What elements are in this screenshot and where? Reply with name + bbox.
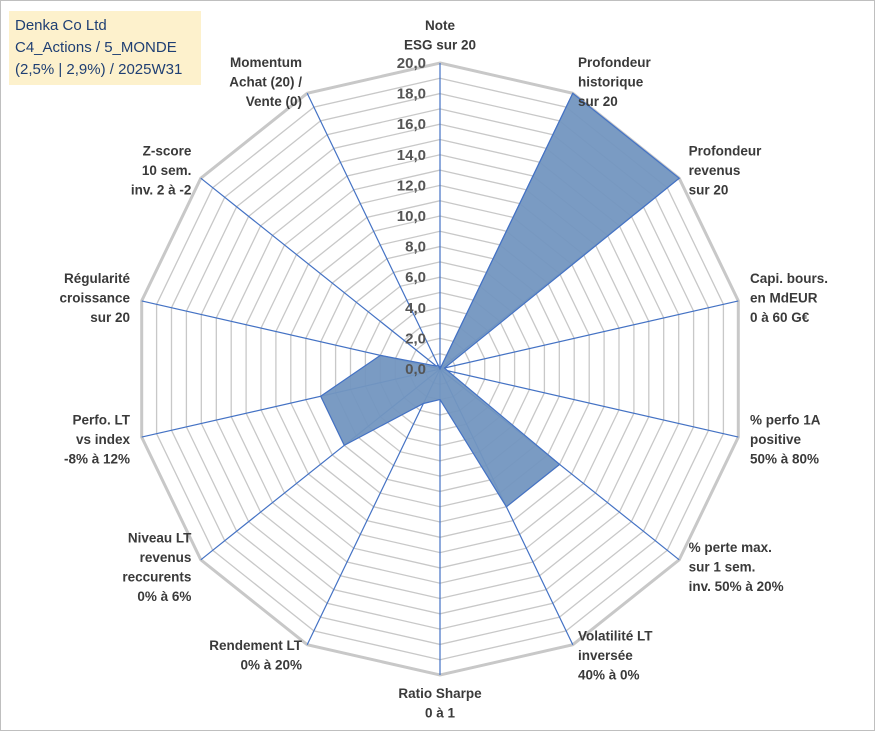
axis-label-line: revenus	[140, 550, 192, 565]
axis-label-line: % perte max.	[689, 540, 772, 555]
axis-label-line: revenus	[689, 163, 741, 178]
axis-label-line: Ratio Sharpe	[398, 686, 482, 701]
axis-label-line: 0 à 60 G€	[750, 310, 810, 325]
axis-spoke	[439, 300, 739, 370]
axis-label-line: sur 20	[689, 183, 729, 198]
tick-label: 8,0	[405, 239, 426, 256]
axis-label-line: sur 20	[90, 310, 130, 325]
axis-label-line: positive	[750, 432, 802, 447]
axis-label-line: vs index	[76, 432, 131, 447]
axis-spoke	[306, 93, 441, 370]
tick-label: 20,0	[397, 55, 426, 72]
axis-spoke	[306, 368, 441, 645]
axis-label: Volatilité LT inversée 40% à 0%	[578, 628, 653, 682]
series-area	[319, 92, 681, 508]
axis-label-line: historique	[578, 75, 644, 90]
axis-label-line: Momentum	[230, 55, 302, 70]
axis-label-line: Achat (20) /	[229, 75, 302, 90]
axis-label-line: Z-score	[143, 144, 192, 159]
axis-label: Profondeur revenus sur 20	[689, 144, 762, 198]
axis-label-line: Perfo. LT	[72, 413, 130, 428]
title-line-params: (2,5% | 2,9%) / 2025W31	[15, 61, 183, 78]
axis-label: % perte max. sur 1 sem. inv. 50% à 20%	[689, 540, 784, 594]
axis-label: Rendement LT 0% à 20%	[209, 638, 303, 673]
axis-label-line: reccurents	[122, 569, 191, 584]
axis-label: Profondeur historique sur 20	[578, 55, 651, 109]
tick-label: 14,0	[397, 147, 426, 164]
axis-spoke	[439, 368, 739, 438]
axis-label-line: inversée	[578, 648, 633, 663]
radar-series	[319, 92, 681, 508]
axis-label-line: Régularité	[64, 271, 131, 286]
axis-label-line: sur 1 sem.	[689, 560, 756, 575]
title-line-category: C4_Actions / 5_MONDE	[15, 39, 177, 56]
axis-label-line: 50% à 80%	[750, 452, 819, 467]
axis-label-line: 0% à 20%	[240, 658, 302, 673]
axis-label-line: 10 sem.	[142, 163, 192, 178]
axis-spoke	[200, 177, 441, 370]
axis-label-line: inv. 2 à -2	[131, 183, 192, 198]
axis-label-line: Niveau LT	[128, 530, 192, 545]
axis-label-line: 0% à 6%	[137, 589, 191, 604]
axis-label: Momentum Achat (20) / Vente (0)	[229, 55, 302, 109]
axis-label-line: Note	[425, 18, 455, 33]
axis-label-line: Capi. bours.	[750, 271, 828, 286]
axis-label-line: sur 20	[578, 94, 618, 109]
axis-label: Niveau LT revenus reccurents 0% à 6%	[122, 530, 192, 604]
title-line-company: Denka Co Ltd	[15, 17, 107, 34]
tick-label: 16,0	[397, 116, 426, 133]
radial-tick-labels: 0,0 2,0 4,0 6,0 8,0 10,0 12,0 14,0 16,0 18,0 20,0	[397, 55, 426, 378]
axis-label: Ratio Sharpe 0 à 1	[398, 686, 482, 721]
axis-label-line: -8% à 12%	[64, 452, 130, 467]
axis-label-line: ESG sur 20	[404, 38, 476, 53]
tick-label: 0,0	[405, 361, 426, 378]
axis-label-line: Volatilité LT	[578, 628, 653, 643]
tick-label: 10,0	[397, 208, 426, 225]
axis-label-line: inv. 50% à 20%	[689, 579, 784, 594]
axis-label-line: Profondeur	[689, 144, 762, 159]
title-box: Denka Co Ltd C4_Actions / 5_MONDE (2,5% …	[9, 11, 201, 85]
tick-label: 4,0	[405, 300, 426, 317]
tick-label: 2,0	[405, 330, 426, 347]
tick-label: 12,0	[397, 177, 426, 194]
axis-labels: Note ESG sur 20 Profondeur historique sur 20…	[59, 18, 828, 721]
tick-label: 6,0	[405, 269, 426, 286]
axis-label-line: Profondeur	[578, 55, 651, 70]
axis-label-line: en MdEUR	[750, 291, 818, 306]
axis-label-line: Vente (0)	[246, 94, 302, 109]
axis-label: Perfo. LT vs index -8% à 12%	[64, 413, 131, 467]
axis-label: Régularité croissance sur 20	[59, 271, 130, 325]
tick-label: 18,0	[397, 86, 426, 103]
axis-label: Z-score 10 sem. inv. 2 à -2	[131, 144, 192, 198]
axis-label-line: 0 à 1	[425, 706, 456, 721]
axis-label-line: % perfo 1A	[750, 413, 821, 428]
axis-label: Note ESG sur 20	[404, 18, 476, 53]
axis-label-line: croissance	[59, 291, 130, 306]
axis-label: Capi. bours. en MdEUR 0 à 60 G€	[750, 271, 828, 325]
axis-label-line: Rendement LT	[209, 638, 303, 653]
axis-label: % perfo 1A positive 50% à 80%	[750, 413, 821, 467]
axis-label-line: 40% à 0%	[578, 667, 640, 682]
